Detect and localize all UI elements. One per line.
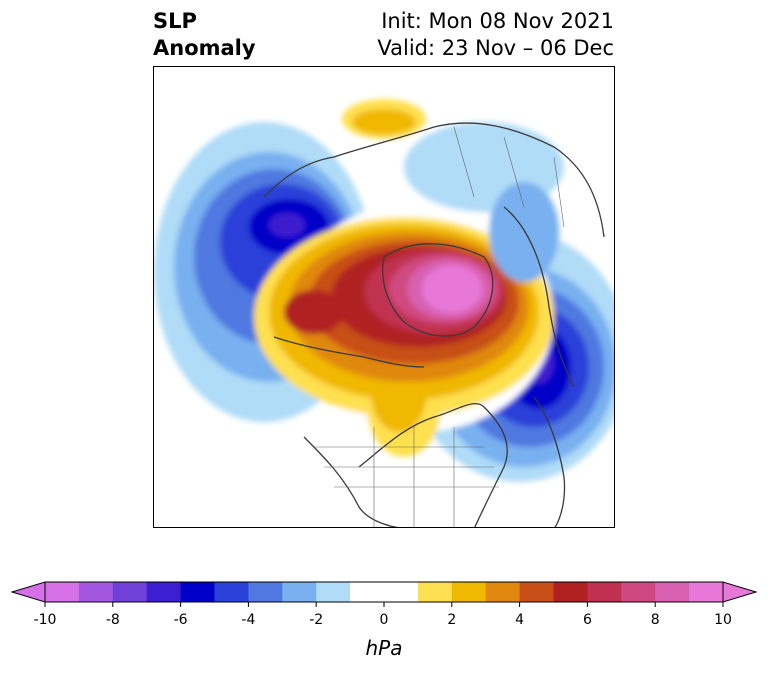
colorbar-segment xyxy=(621,582,656,602)
high-l9 xyxy=(422,265,482,313)
colorbar-segment xyxy=(417,582,453,602)
map-title: SLP Anomaly xyxy=(153,8,256,62)
colorbar-tick-label: 4 xyxy=(515,612,524,628)
colorbar-segment xyxy=(282,582,317,602)
colorbar-segment xyxy=(655,582,690,602)
border-us-states xyxy=(314,427,499,527)
colorbar-ticks: -10 -8 -6 -4 -2 0 2 4 6 8 10 xyxy=(34,602,732,628)
title-line-1: SLP xyxy=(153,9,197,33)
colorbar-unit-label: hPa xyxy=(365,636,403,660)
colorbar-segment xyxy=(689,582,724,602)
colorbar-tick-label: -10 xyxy=(34,612,57,628)
colorbar-tick-label: 0 xyxy=(380,612,389,628)
colorbar-segment xyxy=(112,582,148,602)
low-pacific-l6 xyxy=(269,213,305,237)
high-l5b xyxy=(284,290,344,334)
colorbar-min-extend xyxy=(10,581,46,603)
anomaly-map xyxy=(154,99,614,527)
colorbar-tick-label: 8 xyxy=(651,612,660,628)
border-asia xyxy=(453,126,565,228)
colorbar-tick-label: 10 xyxy=(714,612,732,628)
map-panel xyxy=(153,66,615,528)
colorbar-segment xyxy=(519,582,554,602)
map-subtitle: Init: Mon 08 Nov 2021 Valid: 23 Nov – 06… xyxy=(377,8,614,62)
colorbar-segment xyxy=(485,582,521,602)
colorbar-tick-label: -4 xyxy=(241,612,255,628)
colorbar-segment xyxy=(45,582,80,602)
colorbar-segment xyxy=(180,582,215,602)
colorbar-segment xyxy=(146,582,182,602)
colorbar-segments xyxy=(45,582,724,602)
coastline-us-east xyxy=(533,396,566,527)
colorbar-segment xyxy=(316,582,351,602)
colorbar-tick-label: 2 xyxy=(447,612,456,628)
high-europe-l2 xyxy=(352,109,416,135)
coastline-greenland xyxy=(382,243,494,337)
colorbar-segment xyxy=(451,582,487,602)
title-line-2: Anomaly xyxy=(153,36,256,60)
colorbar-tick-label: -2 xyxy=(309,612,323,628)
borders xyxy=(314,126,565,527)
colorbar-tick-label: -8 xyxy=(106,612,120,628)
anomaly-fields xyxy=(154,99,614,482)
colorbar-tick-label: -6 xyxy=(174,612,188,628)
colorbar-segment xyxy=(553,582,588,602)
coastline-siberia xyxy=(503,206,575,388)
init-date: Init: Mon 08 Nov 2021 xyxy=(381,9,614,33)
colorbar-segment xyxy=(384,582,419,602)
colorbar-max-extend xyxy=(722,581,758,603)
coastlines xyxy=(263,122,605,527)
colorbar-tick-label: 6 xyxy=(583,612,592,628)
colorbar-segment xyxy=(248,582,283,602)
colorbar-segment xyxy=(350,582,385,602)
colorbar-segment xyxy=(78,582,114,602)
low-asia-l2 xyxy=(489,182,559,282)
colorbar-segment xyxy=(214,582,249,602)
valid-range: Valid: 23 Nov – 06 Dec xyxy=(377,36,614,60)
colorbar-segment xyxy=(587,582,622,602)
coastline-north-america xyxy=(303,402,508,527)
colorbar: -10 -8 -6 -4 -2 0 2 4 6 8 10 xyxy=(10,581,758,628)
coastline-eurasia xyxy=(263,122,605,238)
coastline-canada xyxy=(273,336,425,368)
